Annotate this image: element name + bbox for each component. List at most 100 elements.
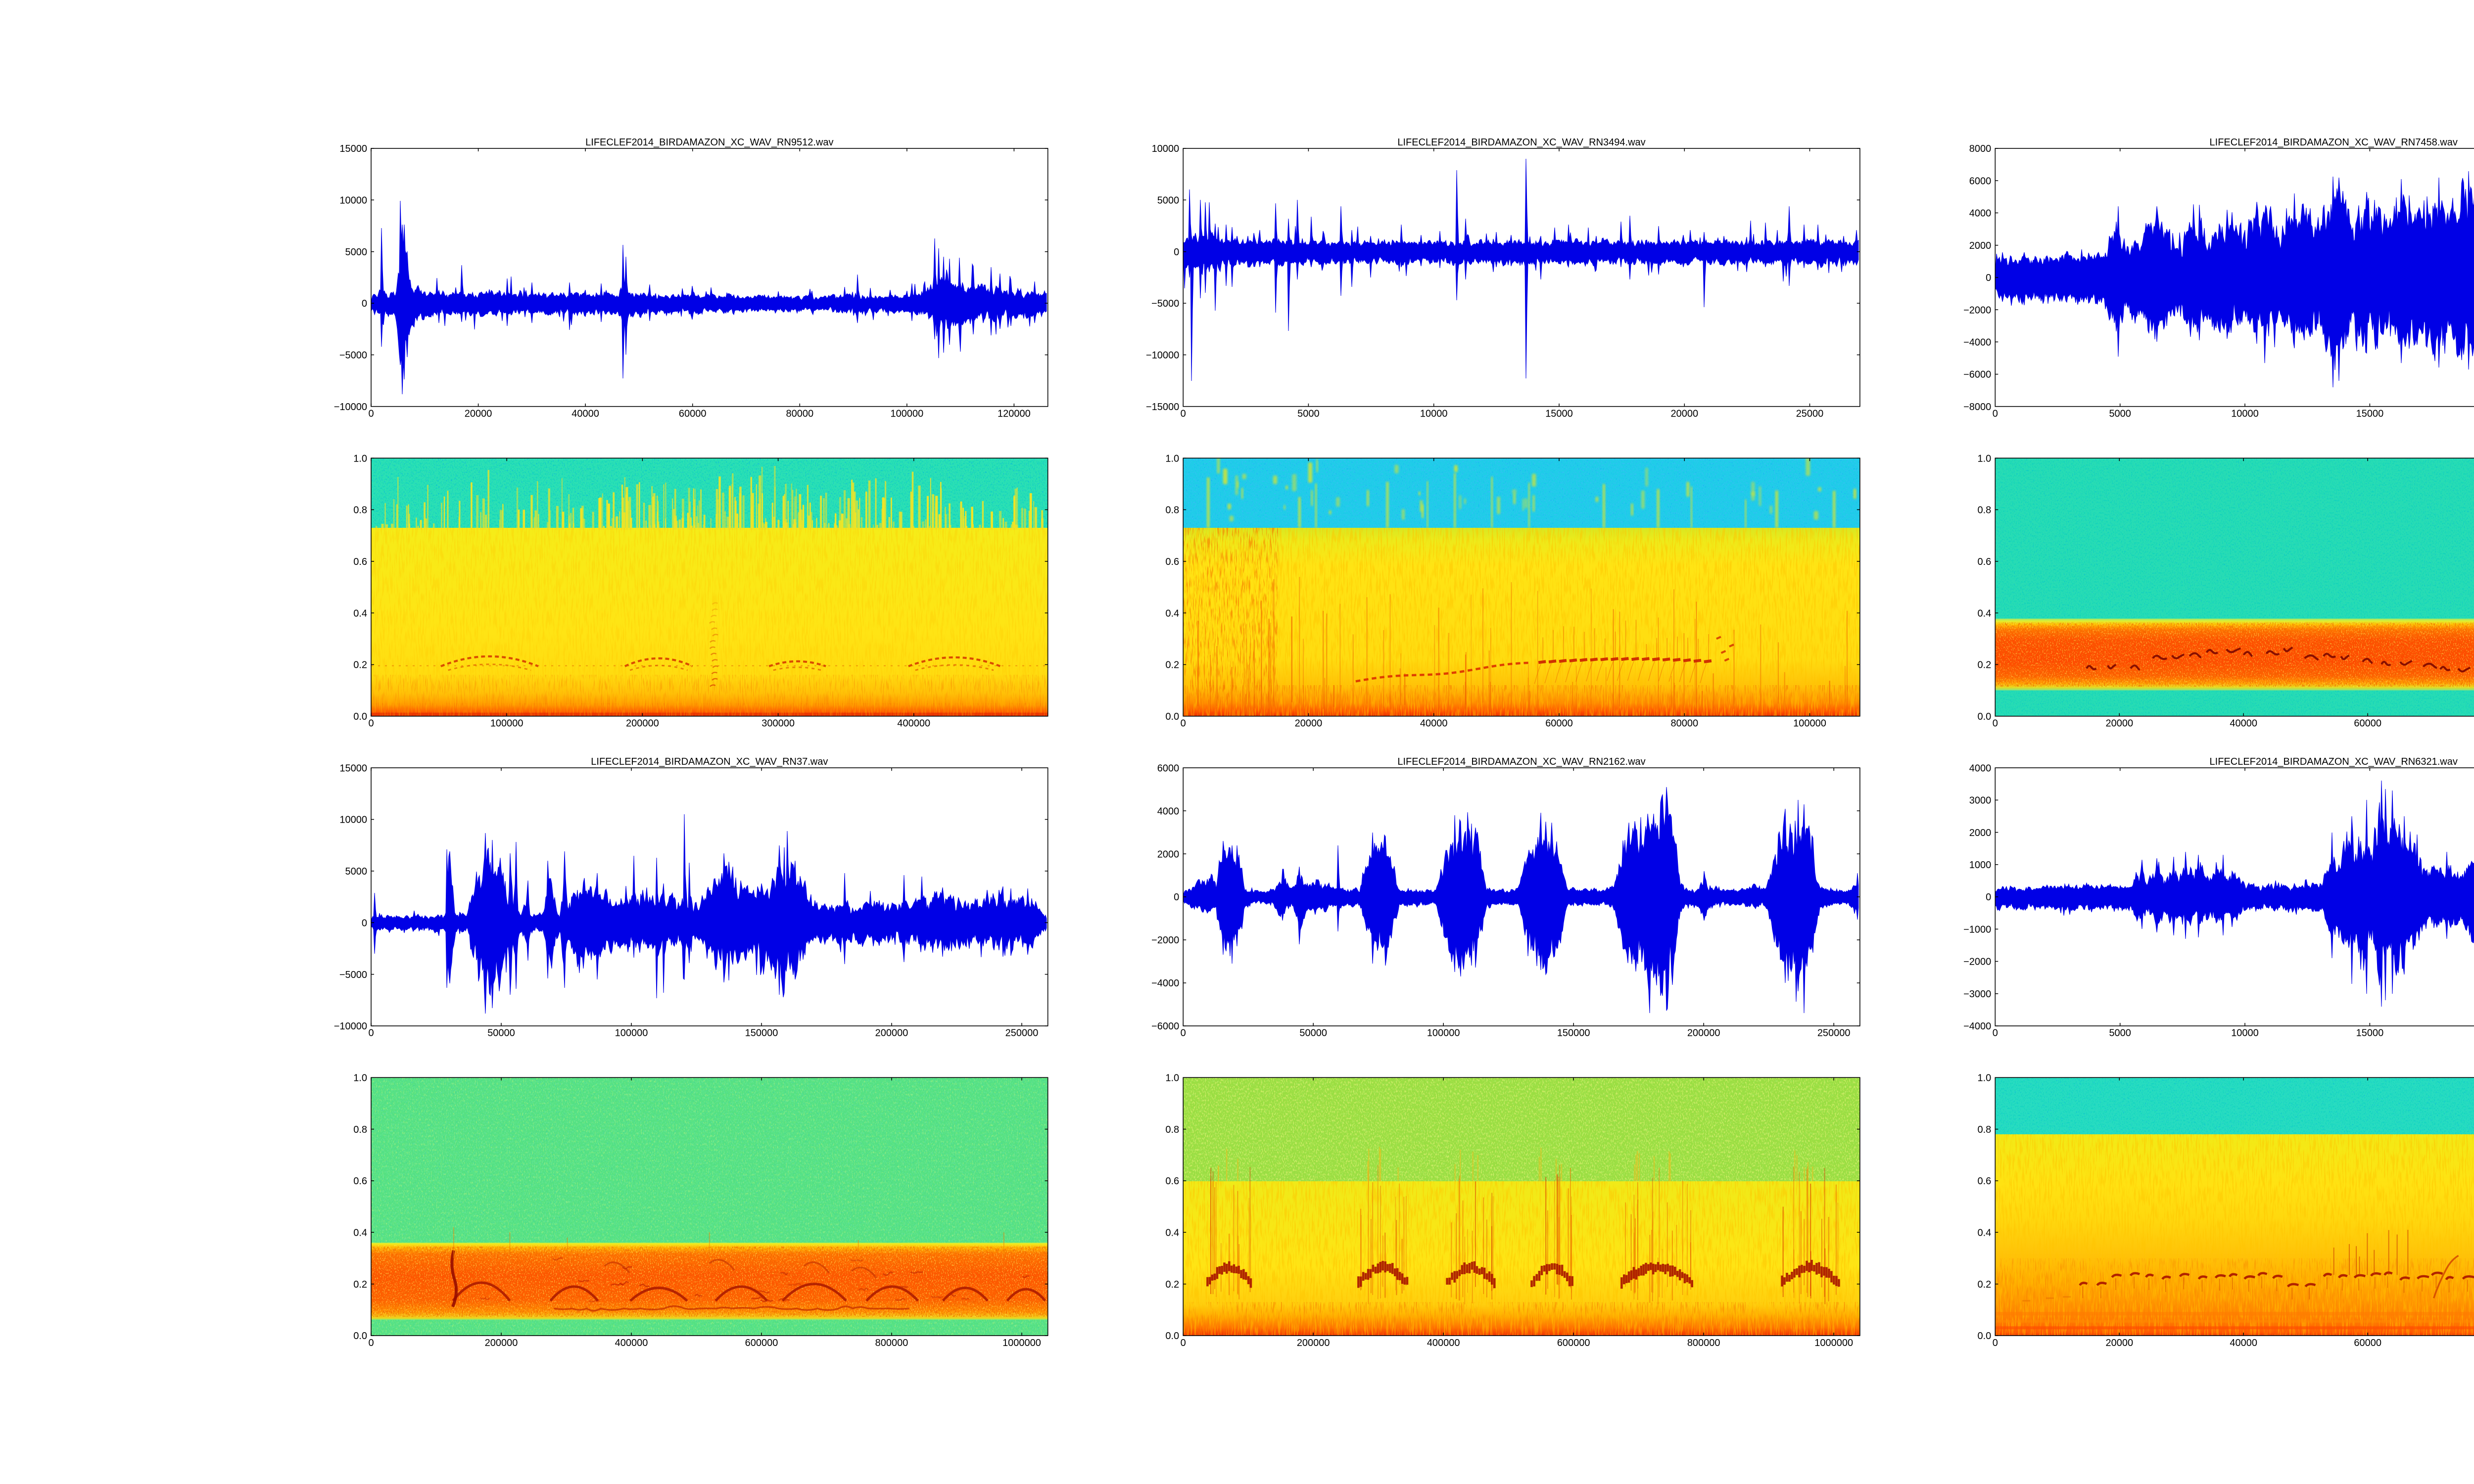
- svg-text:0: 0: [1174, 247, 1179, 258]
- svg-text:200000: 200000: [1297, 1338, 1330, 1348]
- svg-text:−6000: −6000: [1151, 1021, 1179, 1032]
- svg-text:0.0: 0.0: [1977, 1331, 1991, 1342]
- svg-text:100000: 100000: [891, 409, 924, 419]
- svg-text:0.6: 0.6: [1165, 556, 1179, 567]
- svg-text:0.4: 0.4: [1165, 608, 1179, 619]
- svg-text:20000: 20000: [2105, 1338, 2133, 1348]
- svg-text:−2000: −2000: [1963, 305, 1991, 316]
- svg-text:−15000: −15000: [1146, 402, 1179, 413]
- svg-text:LIFECLEF2014_BIRDAMAZON_XC_WAV: LIFECLEF2014_BIRDAMAZON_XC_WAV_RN7458.wa…: [2210, 137, 2458, 148]
- svg-text:1000: 1000: [1969, 860, 1992, 871]
- svg-text:1.0: 1.0: [353, 453, 367, 464]
- svg-text:0.6: 0.6: [353, 1176, 367, 1187]
- svg-text:5000: 5000: [345, 247, 368, 258]
- svg-text:1.0: 1.0: [1977, 1073, 1991, 1084]
- svg-text:0: 0: [1993, 718, 1998, 729]
- svg-text:60000: 60000: [2354, 718, 2381, 729]
- svg-text:0.4: 0.4: [1977, 608, 1991, 619]
- svg-text:200000: 200000: [626, 718, 659, 729]
- svg-text:0: 0: [1993, 1338, 1998, 1348]
- svg-text:0: 0: [1181, 409, 1186, 419]
- svg-text:1.0: 1.0: [1165, 453, 1179, 464]
- svg-text:0.2: 0.2: [353, 660, 367, 671]
- svg-text:5000: 5000: [1157, 195, 1180, 206]
- svg-text:0.4: 0.4: [1977, 1228, 1991, 1239]
- svg-text:15000: 15000: [2356, 409, 2384, 419]
- svg-text:600000: 600000: [1557, 1338, 1590, 1348]
- svg-text:0: 0: [1986, 273, 1991, 283]
- svg-text:60000: 60000: [1545, 718, 1573, 729]
- svg-text:1.0: 1.0: [1977, 453, 1991, 464]
- svg-text:5000: 5000: [2109, 1028, 2131, 1039]
- svg-text:0: 0: [368, 1338, 374, 1348]
- svg-text:40000: 40000: [2230, 1338, 2257, 1348]
- svg-text:0.2: 0.2: [1977, 1279, 1991, 1290]
- svg-text:−6000: −6000: [1963, 370, 1991, 380]
- svg-text:1000000: 1000000: [1814, 1338, 1853, 1348]
- svg-text:0: 0: [368, 1028, 374, 1039]
- svg-text:LIFECLEF2014_BIRDAMAZON_XC_WAV: LIFECLEF2014_BIRDAMAZON_XC_WAV_RN37.wav: [591, 756, 828, 767]
- svg-text:60000: 60000: [2354, 1338, 2381, 1348]
- svg-text:25000: 25000: [1796, 409, 1824, 419]
- svg-text:200000: 200000: [485, 1338, 518, 1348]
- svg-text:120000: 120000: [998, 409, 1031, 419]
- svg-text:40000: 40000: [1420, 718, 1448, 729]
- svg-text:0.0: 0.0: [1165, 711, 1179, 722]
- svg-text:0.8: 0.8: [353, 505, 367, 516]
- svg-text:0.8: 0.8: [1977, 1124, 1991, 1135]
- svg-text:15000: 15000: [2356, 1028, 2384, 1039]
- svg-text:10000: 10000: [339, 815, 367, 826]
- svg-text:15000: 15000: [339, 143, 367, 154]
- svg-text:5000: 5000: [2109, 409, 2131, 419]
- svg-text:20000: 20000: [1295, 718, 1323, 729]
- svg-text:80000: 80000: [786, 409, 813, 419]
- svg-text:−4000: −4000: [1151, 978, 1179, 989]
- svg-text:LIFECLEF2014_BIRDAMAZON_XC_WAV: LIFECLEF2014_BIRDAMAZON_XC_WAV_RN3494.wa…: [1397, 137, 1645, 148]
- svg-text:0.0: 0.0: [1977, 711, 1991, 722]
- svg-text:400000: 400000: [897, 718, 930, 729]
- svg-text:80000: 80000: [1670, 718, 1698, 729]
- svg-text:0.8: 0.8: [1165, 1124, 1179, 1135]
- svg-text:0.2: 0.2: [1165, 660, 1179, 671]
- svg-text:LIFECLEF2014_BIRDAMAZON_XC_WAV: LIFECLEF2014_BIRDAMAZON_XC_WAV_RN6321.wa…: [2210, 756, 2458, 767]
- svg-text:0: 0: [1174, 892, 1179, 903]
- svg-text:−3000: −3000: [1963, 989, 1991, 1000]
- svg-text:10000: 10000: [2231, 1028, 2259, 1039]
- svg-text:800000: 800000: [1687, 1338, 1720, 1348]
- svg-text:100000: 100000: [490, 718, 523, 729]
- svg-text:−5000: −5000: [339, 350, 367, 361]
- svg-text:2000: 2000: [1157, 849, 1180, 860]
- svg-text:15000: 15000: [1545, 409, 1573, 419]
- svg-text:200000: 200000: [875, 1028, 908, 1039]
- svg-text:−10000: −10000: [1146, 350, 1179, 361]
- svg-text:−5000: −5000: [339, 970, 367, 980]
- svg-text:0: 0: [1181, 1338, 1186, 1348]
- svg-text:6000: 6000: [1157, 763, 1180, 774]
- svg-text:100000: 100000: [615, 1028, 648, 1039]
- svg-text:−2000: −2000: [1151, 935, 1179, 946]
- svg-text:60000: 60000: [679, 409, 707, 419]
- svg-text:0: 0: [368, 718, 374, 729]
- svg-text:100000: 100000: [1793, 718, 1826, 729]
- svg-text:5000: 5000: [345, 866, 368, 877]
- svg-text:0.4: 0.4: [353, 608, 367, 619]
- svg-text:0.8: 0.8: [1977, 505, 1991, 516]
- svg-text:0: 0: [1993, 1028, 1998, 1039]
- svg-text:−5000: −5000: [1151, 298, 1179, 309]
- svg-text:−10000: −10000: [334, 1021, 367, 1032]
- svg-text:2000: 2000: [1969, 240, 1992, 251]
- svg-text:400000: 400000: [615, 1338, 648, 1348]
- svg-text:8000: 8000: [1969, 143, 1992, 154]
- svg-text:0.4: 0.4: [1165, 1228, 1179, 1239]
- svg-text:0.6: 0.6: [353, 556, 367, 567]
- svg-text:15000: 15000: [339, 763, 367, 774]
- svg-text:10000: 10000: [1152, 143, 1180, 154]
- svg-text:4000: 4000: [1157, 806, 1180, 817]
- svg-text:300000: 300000: [761, 718, 795, 729]
- svg-text:0.0: 0.0: [1165, 1331, 1179, 1342]
- svg-text:LIFECLEF2014_BIRDAMAZON_XC_WAV: LIFECLEF2014_BIRDAMAZON_XC_WAV_RN9512.wa…: [585, 137, 833, 148]
- svg-text:40000: 40000: [2230, 718, 2257, 729]
- svg-text:1000000: 1000000: [1002, 1338, 1041, 1348]
- svg-text:0.2: 0.2: [353, 1279, 367, 1290]
- svg-text:−4000: −4000: [1963, 337, 1991, 348]
